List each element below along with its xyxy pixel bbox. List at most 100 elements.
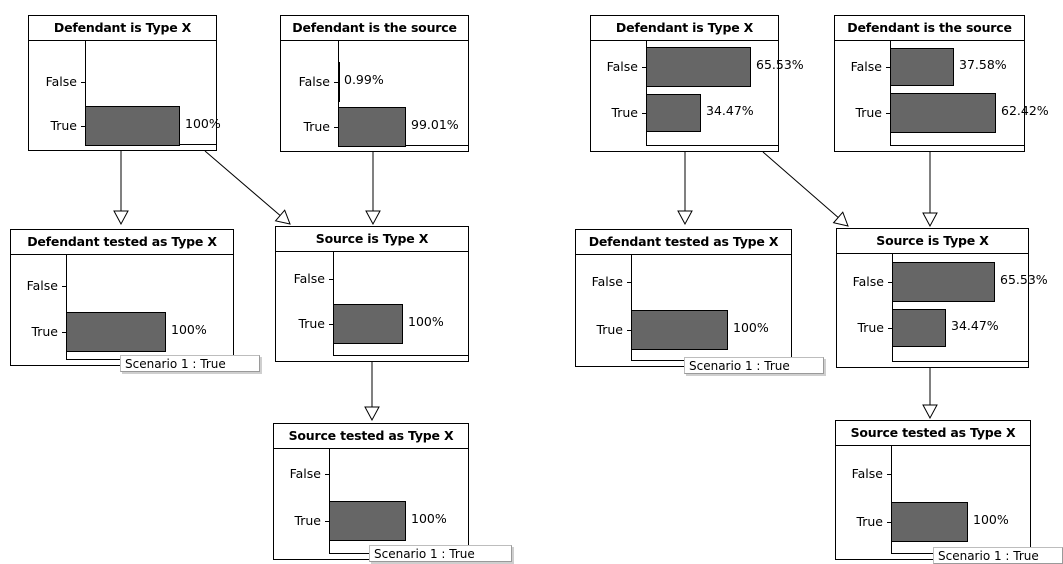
state-tick	[886, 67, 890, 68]
probability-label-false: 37.58%	[959, 57, 1007, 72]
state-label-true: True	[303, 119, 330, 134]
probability-bar-true	[892, 309, 946, 347]
state-label-true: True	[294, 513, 321, 528]
evidence-tag[interactable]: Scenario 1 : True	[933, 547, 1063, 564]
probability-bar-true	[329, 501, 406, 541]
probability-bar-true	[66, 312, 166, 352]
state-label-true: True	[31, 324, 58, 339]
monitor-axis	[631, 254, 632, 360]
probability-bar-false	[338, 62, 340, 102]
node-monitor-body: False True 100%	[836, 445, 1030, 559]
probability-label-true: 100%	[171, 322, 207, 337]
probability-label-true: 100%	[733, 320, 769, 335]
arrowhead-icon	[274, 209, 291, 225]
state-tick	[627, 330, 631, 331]
node-title: Defendant tested as Type X	[11, 230, 233, 255]
edge-defendant-type-to-source-type	[762, 151, 839, 218]
state-label-true: True	[298, 316, 325, 331]
probability-label-false: 65.53%	[1000, 272, 1048, 287]
evidence-tag[interactable]: Scenario 1 : True	[369, 545, 512, 562]
state-tick	[886, 113, 890, 114]
node-title: Defendant is Type X	[591, 16, 778, 41]
probability-label-true: 100%	[185, 116, 221, 131]
state-label-false: False	[26, 278, 58, 293]
probability-bar-true	[338, 107, 406, 147]
state-tick	[62, 332, 66, 333]
probability-label-true: 62.42%	[1001, 103, 1049, 118]
node-source-type[interactable]: Source is Type X False True 100%	[275, 226, 469, 362]
node-defendant-source[interactable]: Defendant is the source False 37.58% True 62…	[834, 15, 1049, 152]
probability-label-true: 34.47%	[706, 103, 754, 118]
node-monitor-body: False True 100%	[11, 254, 233, 365]
node-defendant-source[interactable]: Defendant is the source False 0.99% True 99.…	[280, 15, 469, 152]
arrowhead-icon	[922, 404, 938, 420]
state-label-false: False	[851, 466, 883, 481]
probability-label-true: 100%	[411, 511, 447, 526]
monitor-baseline	[333, 355, 468, 356]
monitor-baseline	[646, 145, 778, 146]
arrowhead-icon	[365, 210, 381, 226]
state-tick	[81, 82, 85, 83]
state-tick	[888, 328, 892, 329]
node-monitor-body: False 37.58% True 62.42%	[835, 40, 1049, 151]
state-label-true: True	[611, 105, 638, 120]
probability-bar-false	[646, 47, 751, 87]
probability-bar-true	[891, 502, 968, 542]
state-tick	[325, 474, 329, 475]
state-tick	[334, 82, 338, 83]
state-tick	[334, 127, 338, 128]
node-defendant-type[interactable]: Defendant is Type X False True 100%	[28, 15, 221, 151]
state-label-true: True	[596, 322, 623, 337]
probability-label-true: 100%	[973, 512, 1009, 527]
arrowhead-icon	[364, 406, 380, 422]
probability-bar-true	[85, 106, 180, 146]
node-defendant-tested[interactable]: Defendant tested as Type X False True 100%	[10, 229, 234, 366]
state-label-false: False	[293, 271, 325, 286]
node-monitor-body: False 65.53% True 34.47%	[591, 40, 804, 151]
monitor-baseline	[890, 145, 1024, 146]
monitor-axis	[333, 251, 334, 355]
state-label-false: False	[591, 274, 623, 289]
probability-bar-true	[333, 304, 403, 344]
node-title: Defendant is Type X	[29, 16, 216, 41]
probability-bar-true	[890, 93, 996, 133]
node-monitor-body: False 0.99% True 99.01%	[281, 40, 468, 151]
state-label-false: False	[852, 274, 884, 289]
node-title: Defendant is the source	[835, 16, 1024, 41]
monitor-axis	[646, 40, 647, 145]
node-monitor-body: False True 100%	[576, 254, 791, 366]
state-tick	[325, 521, 329, 522]
state-label-false: False	[289, 466, 321, 481]
monitor-axis	[892, 253, 893, 361]
node-title: Source tested as Type X	[274, 424, 468, 449]
state-tick	[62, 286, 66, 287]
state-tick	[887, 474, 891, 475]
node-defendant-tested[interactable]: Defendant tested as Type X False True 100%	[575, 229, 792, 367]
arrowhead-icon	[922, 212, 938, 228]
state-label-true: True	[856, 514, 883, 529]
probability-bar-false	[892, 262, 995, 302]
state-tick	[329, 279, 333, 280]
probability-label-true: 34.47%	[951, 318, 999, 333]
monitor-axis	[85, 40, 86, 144]
probability-label-false: 65.53%	[756, 57, 804, 72]
monitor-axis	[891, 445, 892, 553]
evidence-tag[interactable]: Scenario 1 : True	[120, 355, 260, 372]
state-tick	[888, 282, 892, 283]
monitor-axis	[890, 40, 891, 145]
probability-label-true: 100%	[408, 314, 444, 329]
state-label-true: True	[857, 320, 884, 335]
node-source-tested[interactable]: Source tested as Type X False True 100%	[835, 420, 1031, 560]
node-title: Source is Type X	[276, 227, 468, 252]
arrowhead-icon	[832, 211, 849, 227]
node-source-type[interactable]: Source is Type X False 65.53% True 34.47%	[836, 228, 1048, 368]
edge-defendant-type-to-source-type	[204, 150, 281, 216]
state-label-false: False	[606, 59, 638, 74]
node-defendant-type[interactable]: Defendant is Type X False 65.53% True 34.47%	[590, 15, 804, 152]
state-label-false: False	[45, 74, 77, 89]
state-tick	[887, 522, 891, 523]
node-title: Source is Type X	[837, 229, 1028, 254]
arrowhead-icon	[677, 210, 693, 226]
node-source-tested[interactable]: Source tested as Type X False True 100%	[273, 423, 469, 560]
evidence-tag[interactable]: Scenario 1 : True	[684, 357, 824, 374]
